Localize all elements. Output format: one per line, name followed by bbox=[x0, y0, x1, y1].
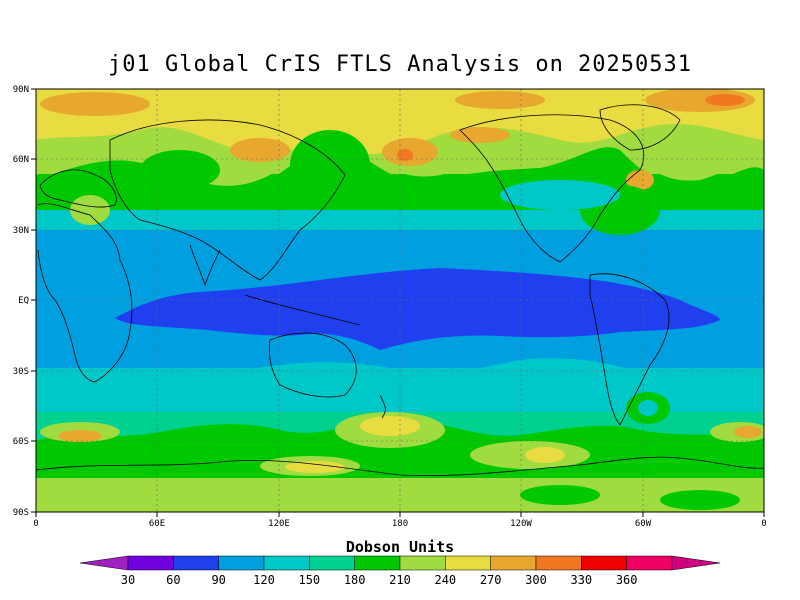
lat-label-90n: 90N bbox=[13, 85, 29, 95]
lon-label-0-right: 0 bbox=[761, 519, 766, 529]
patch-red-bering bbox=[397, 149, 413, 161]
colorbar-segment bbox=[354, 555, 401, 571]
colorbar-segment bbox=[309, 555, 355, 571]
coast-greenland bbox=[599, 104, 681, 151]
patch-green-antarctic2 bbox=[520, 485, 600, 505]
colorbar-segment bbox=[581, 555, 627, 571]
patch-orange-south4 bbox=[734, 426, 762, 438]
gridlines bbox=[36, 89, 764, 512]
colorbar-label: 90 bbox=[211, 573, 225, 587]
colorbar-triangle-high bbox=[671, 555, 721, 571]
contour-tropical-low bbox=[115, 268, 720, 350]
lon-label-60e: 60E bbox=[149, 519, 165, 529]
patch-yellow-antarctic1 bbox=[285, 461, 345, 473]
coast-antarctica bbox=[36, 456, 764, 477]
colorbar-title: Dobson Units bbox=[346, 538, 454, 556]
colorbar-triangle-low bbox=[79, 555, 129, 571]
patch-cyan-patagonia bbox=[638, 400, 658, 416]
colorbar-segment bbox=[626, 555, 673, 571]
coast-newzealand bbox=[379, 394, 386, 419]
patch-green-antarctic3 bbox=[660, 490, 740, 510]
colorbar: 30 60 90 120 150 180 210 240 270 300 330 360 bbox=[79, 555, 721, 587]
colorbar-segment bbox=[445, 555, 491, 571]
colorbar-segment bbox=[535, 555, 582, 571]
colorbar-label: 60 bbox=[166, 573, 180, 587]
coastlines bbox=[36, 104, 764, 477]
patch-green-japan bbox=[290, 130, 370, 200]
lat-label-30s: 30S bbox=[13, 367, 29, 377]
patch-orange-canada bbox=[626, 170, 654, 190]
coast-africa bbox=[37, 203, 133, 383]
lat-label-90s: 90S bbox=[13, 508, 29, 518]
tick-marks bbox=[31, 88, 765, 517]
patch-orange-midlat bbox=[450, 127, 510, 143]
lat-label-60s: 60S bbox=[13, 437, 29, 447]
lat-label-30n: 30N bbox=[13, 226, 29, 236]
colorbar-label: 240 bbox=[434, 573, 456, 587]
contour-south-green bbox=[36, 418, 764, 478]
lat-label-eq: EQ bbox=[18, 296, 29, 306]
lon-label-120e: 120E bbox=[268, 519, 290, 529]
patch-yellow-south2 bbox=[360, 416, 420, 436]
patch-lightgreen-europe bbox=[70, 195, 110, 225]
colorbar-label: 150 bbox=[298, 573, 320, 587]
lat-label-60n: 60N bbox=[13, 155, 29, 165]
patch-orange-arctic bbox=[455, 91, 545, 109]
colorbar-label: 180 bbox=[344, 573, 366, 587]
lon-label-180: 180 bbox=[392, 519, 408, 529]
lon-label-0-left: 0 bbox=[33, 519, 38, 529]
colorbar-segment bbox=[218, 555, 265, 571]
patch-orange-europe bbox=[40, 92, 150, 116]
colorbar-segment bbox=[173, 555, 219, 571]
patch-orange-russia bbox=[230, 138, 290, 162]
patch-cyan-pacific bbox=[500, 180, 620, 210]
contour-north-yellow bbox=[36, 89, 764, 155]
map-field bbox=[36, 89, 764, 512]
colorbar-label: 30 bbox=[121, 573, 135, 587]
colorbar-label: 210 bbox=[389, 573, 411, 587]
colorbar-label: 300 bbox=[525, 573, 547, 587]
chart-title: j01 Global CrIS FTLS Analysis on 2025053… bbox=[107, 52, 693, 77]
colorbar-segment bbox=[127, 555, 174, 571]
patch-yellow-south3 bbox=[525, 447, 565, 463]
colorbar-label: 360 bbox=[616, 573, 638, 587]
coast-asia bbox=[109, 119, 346, 281]
colorbar-segment bbox=[490, 555, 537, 571]
coast-north-america bbox=[459, 114, 645, 263]
coast-australia bbox=[268, 332, 357, 398]
patch-green-siberia bbox=[140, 150, 220, 190]
coast-indonesia bbox=[244, 294, 361, 326]
lon-label-60w: 60W bbox=[635, 519, 652, 529]
lon-label-120w: 120W bbox=[510, 519, 532, 529]
colorbar-label: 270 bbox=[480, 573, 502, 587]
patch-red-greenland bbox=[705, 94, 745, 106]
colorbar-segment bbox=[399, 555, 446, 571]
colorbar-label: 330 bbox=[570, 573, 592, 587]
coast-south-america bbox=[589, 273, 670, 426]
patch-orange-south1 bbox=[58, 430, 102, 442]
colorbar-label: 120 bbox=[253, 573, 275, 587]
coast-india bbox=[189, 244, 221, 287]
coast-europe bbox=[39, 169, 117, 208]
colorbar-segment bbox=[263, 555, 310, 571]
